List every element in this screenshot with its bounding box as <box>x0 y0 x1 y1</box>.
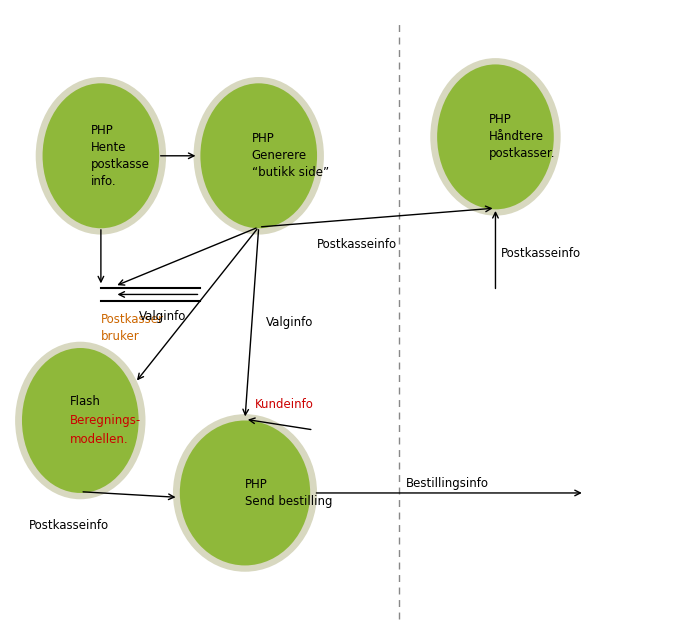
Ellipse shape <box>194 77 324 235</box>
Text: modellen.: modellen. <box>70 433 129 446</box>
Ellipse shape <box>36 77 166 235</box>
Text: Valginfo: Valginfo <box>265 316 313 329</box>
Text: PHP
Hente
postkasse
info.: PHP Hente postkasse info. <box>90 124 150 188</box>
Text: Valginfo: Valginfo <box>138 310 186 323</box>
Text: Postkasser
bruker: Postkasser bruker <box>101 313 164 343</box>
Ellipse shape <box>200 84 317 229</box>
Text: PHP
Generere
“butikk side”: PHP Generere “butikk side” <box>252 132 329 179</box>
Ellipse shape <box>180 420 310 565</box>
Ellipse shape <box>437 65 554 210</box>
Ellipse shape <box>22 348 138 493</box>
Text: Postkasseinfo: Postkasseinfo <box>501 247 581 260</box>
Ellipse shape <box>15 342 145 499</box>
Text: PHP
Håndtere
postkasser.: PHP Håndtere postkasser. <box>489 113 555 160</box>
Ellipse shape <box>430 58 561 216</box>
Text: Postkasseinfo: Postkasseinfo <box>29 519 109 532</box>
Ellipse shape <box>173 414 317 572</box>
Text: PHP
Send bestilling: PHP Send bestilling <box>245 478 333 508</box>
Text: Postkasseinfo: Postkasseinfo <box>317 237 397 251</box>
Text: Bestillingsinfo: Bestillingsinfo <box>407 477 489 490</box>
Text: Kundeinfo: Kundeinfo <box>256 398 314 411</box>
Text: Flash: Flash <box>70 395 101 408</box>
Ellipse shape <box>43 84 159 229</box>
Text: Beregnings-: Beregnings- <box>70 414 141 427</box>
